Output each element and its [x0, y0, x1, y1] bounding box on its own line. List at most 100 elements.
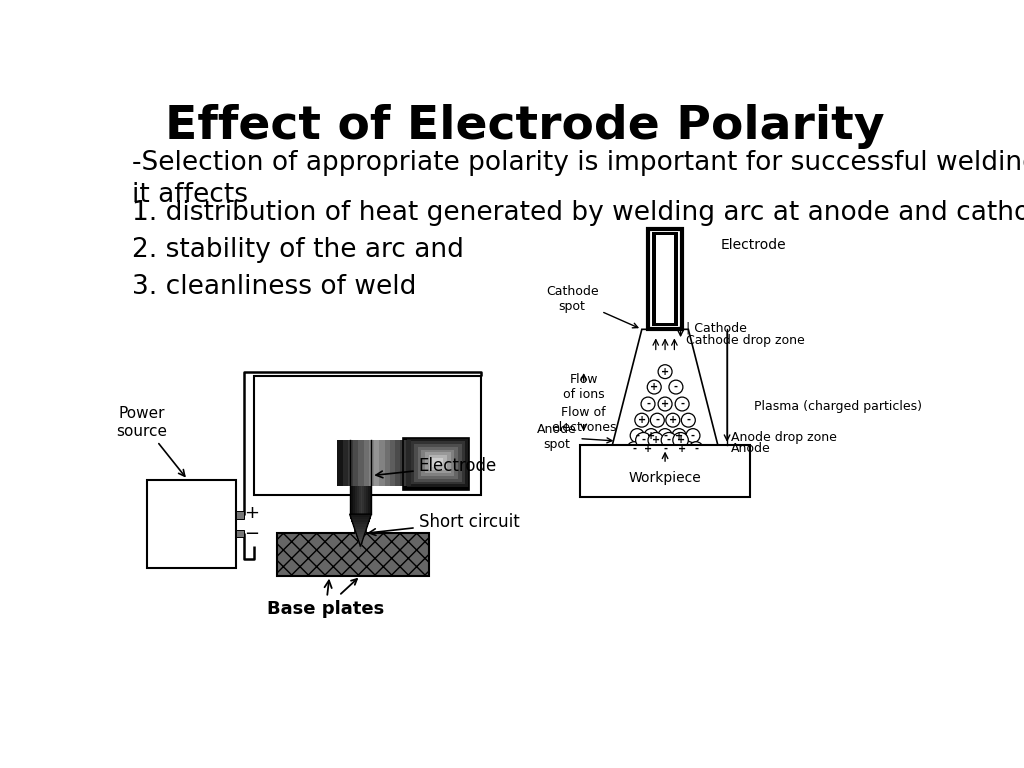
Bar [418, 475, 422, 478]
Bar [411, 446, 415, 449]
Text: Plasma (charged particles): Plasma (charged particles) [755, 400, 923, 413]
Bar [425, 461, 429, 464]
Bar [580, 445, 751, 497]
Bar [455, 472, 459, 475]
Bar [185, 518, 198, 531]
Bar [462, 438, 466, 441]
Bar [355, 531, 366, 535]
Bar [429, 440, 433, 444]
Bar [407, 484, 411, 488]
Bar [425, 438, 429, 441]
Bar [447, 461, 452, 464]
Text: -: - [635, 431, 639, 441]
Bar [414, 487, 418, 490]
Bar [254, 376, 480, 495]
Circle shape [666, 413, 680, 427]
Bar [455, 481, 459, 485]
Text: Workpiece: Workpiece [629, 471, 701, 485]
Bar [355, 440, 357, 514]
Bar [439, 461, 443, 464]
Bar [414, 484, 418, 488]
Bar [407, 461, 411, 464]
Bar [429, 464, 433, 467]
Text: Effect of Electrode Polarity: Effect of Electrode Polarity [165, 104, 885, 150]
Bar [439, 443, 443, 447]
Bar [451, 472, 455, 475]
Bar [429, 438, 433, 441]
Bar [655, 235, 675, 323]
Bar [385, 440, 390, 486]
Bar [403, 446, 408, 449]
Bar [411, 449, 415, 452]
Bar [451, 446, 455, 449]
Bar [418, 478, 422, 482]
Bar [443, 467, 447, 470]
Bar [407, 446, 411, 449]
Bar [455, 446, 459, 449]
Bar [418, 464, 422, 467]
Bar [439, 481, 443, 485]
Bar [337, 440, 343, 486]
Bar [403, 484, 408, 488]
Bar [465, 455, 469, 458]
Bar [465, 464, 469, 467]
Bar [425, 443, 429, 447]
Bar [411, 452, 415, 455]
Bar [439, 438, 443, 441]
Bar [432, 467, 436, 470]
Bar [458, 469, 462, 473]
Bar [458, 484, 462, 488]
Bar [414, 478, 418, 482]
Bar [458, 472, 462, 475]
Text: -: - [655, 415, 659, 425]
Bar [422, 469, 425, 473]
Bar [425, 452, 429, 455]
Bar [425, 487, 429, 490]
Circle shape [650, 413, 665, 427]
Bar [465, 440, 469, 444]
Bar [439, 458, 443, 461]
Bar [458, 481, 462, 485]
Bar [403, 481, 408, 485]
Bar [403, 440, 408, 444]
Bar [443, 469, 447, 473]
Text: -: - [664, 431, 667, 441]
Circle shape [627, 442, 641, 455]
Bar [465, 452, 469, 455]
Bar [348, 440, 353, 486]
Text: +: + [677, 435, 685, 445]
Bar [418, 446, 422, 449]
Bar [429, 472, 433, 475]
Bar [173, 506, 210, 542]
Bar [418, 455, 422, 458]
Bar [395, 440, 400, 486]
Bar [455, 487, 459, 490]
Bar [458, 458, 462, 461]
Bar [462, 464, 466, 467]
Bar [652, 232, 678, 326]
Bar [407, 455, 411, 458]
Text: Power
source: Power source [117, 406, 184, 476]
Circle shape [658, 365, 672, 379]
Bar [432, 438, 436, 441]
Bar [411, 458, 415, 461]
Bar [152, 484, 231, 564]
Bar [349, 440, 372, 514]
Bar [612, 445, 718, 470]
Bar [356, 537, 365, 539]
Bar [425, 458, 429, 461]
Bar [451, 455, 455, 458]
Bar [458, 455, 462, 458]
Text: -: - [664, 444, 667, 454]
Bar [432, 469, 436, 473]
Bar [418, 461, 422, 464]
Circle shape [647, 380, 662, 394]
Bar [403, 472, 408, 475]
Bar [411, 475, 415, 478]
Bar [455, 467, 459, 470]
Bar [360, 440, 362, 514]
Bar [432, 452, 436, 455]
Bar [455, 440, 459, 444]
Bar [455, 469, 459, 473]
Bar [462, 452, 466, 455]
